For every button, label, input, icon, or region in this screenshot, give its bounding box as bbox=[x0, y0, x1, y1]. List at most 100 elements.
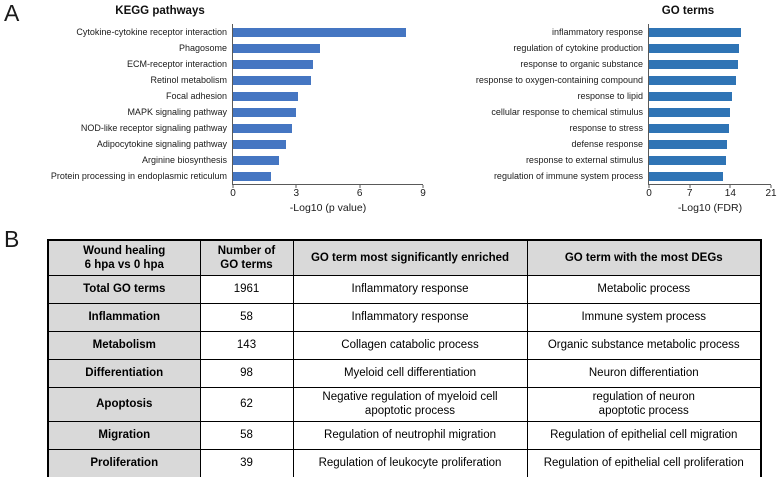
bar bbox=[649, 171, 724, 181]
table-cell: Regulation of neutrophil migration bbox=[292, 420, 528, 450]
table-cell: Regulation of leukocyte proliferation bbox=[292, 448, 528, 477]
table-cell: Negative regulation of myeloid cell apop… bbox=[292, 387, 528, 422]
kegg-chart-title: KEGG pathways bbox=[115, 5, 205, 17]
table-row: Total GO terms 1961 Inflammatory response M… bbox=[47, 275, 762, 304]
category-label: ECM-receptor interaction bbox=[126, 59, 227, 69]
bar bbox=[649, 59, 738, 69]
table-header-cell: GO term with the most DEGs bbox=[526, 239, 762, 276]
go-terms-chart: GO terms inflammatory response regulation… bbox=[418, 5, 778, 214]
table-row-header-cell: Inflammation bbox=[47, 303, 201, 332]
tick-label: 7 bbox=[686, 188, 693, 199]
bar bbox=[649, 107, 731, 117]
kegg-x-axis-label: -Log10 (p value) bbox=[289, 202, 367, 214]
bar bbox=[649, 139, 728, 149]
table-header-cell: Wound healing 6 hpa vs 0 hpa bbox=[47, 239, 201, 276]
category-label: response to external stimulus bbox=[525, 155, 643, 165]
tick-label: 0 bbox=[230, 188, 236, 199]
bar bbox=[233, 123, 293, 133]
go-x-axis: 0 7 14 21 bbox=[646, 185, 777, 201]
category-label: MAPK signaling pathway bbox=[127, 107, 227, 117]
category-label: Phagosome bbox=[178, 43, 227, 53]
table-cell: Regulation of epithelial cell migration bbox=[526, 420, 762, 450]
tick-mark bbox=[295, 185, 297, 188]
table-cell: 58 bbox=[199, 420, 294, 450]
table-body: Total GO terms 1961 Inflammatory response M… bbox=[47, 275, 762, 477]
table-cell: Myeloid cell differentiation bbox=[292, 359, 528, 388]
tick-label: 21 bbox=[765, 188, 777, 199]
category-label: inflammatory response bbox=[551, 27, 643, 37]
bar bbox=[233, 107, 297, 117]
table-cell: Regulation of epithelial cell proliferat… bbox=[526, 448, 762, 477]
table-cell: Metabolic process bbox=[526, 275, 762, 304]
bar bbox=[233, 171, 271, 181]
tick-label: 14 bbox=[724, 188, 736, 199]
table-cell: regulation of neuron apoptotic process bbox=[526, 387, 762, 422]
tick-mark bbox=[729, 185, 731, 188]
bar-track bbox=[649, 88, 771, 104]
category-label: response to oxygen-containing compound bbox=[475, 75, 643, 85]
category-label: Retinol metabolism bbox=[150, 75, 227, 85]
bar bbox=[233, 139, 286, 149]
table-cell: 143 bbox=[199, 331, 294, 360]
tick-mark bbox=[359, 185, 361, 188]
category-label: Cytokine-cytokine receptor interaction bbox=[76, 27, 227, 37]
bar bbox=[233, 91, 299, 101]
bar-track bbox=[233, 56, 423, 72]
bar-track bbox=[233, 152, 423, 168]
bar-track bbox=[649, 40, 771, 56]
bar-track bbox=[233, 40, 423, 56]
bar-track bbox=[233, 24, 423, 40]
tick-label: 6 bbox=[356, 188, 363, 199]
tick-mark bbox=[232, 185, 234, 188]
table-row: Differentiation 98 Myeloid cell differenti… bbox=[47, 359, 762, 388]
bar-track bbox=[649, 24, 771, 40]
table-header-cell: Number of GO terms bbox=[199, 239, 294, 276]
go-chart-title: GO terms bbox=[661, 5, 715, 17]
go-category-axis: inflammatory response regulation of cytok… bbox=[418, 24, 648, 185]
bar bbox=[233, 155, 280, 165]
kegg-pathways-chart: KEGG pathways Cytokine-cytokine receptor… bbox=[30, 5, 430, 214]
bar-track bbox=[233, 72, 423, 88]
table-row: Proliferation 39 Regulation of leukocyte p… bbox=[47, 448, 762, 477]
table-cell: 62 bbox=[199, 387, 294, 422]
category-label: cellular response to chemical stimulus bbox=[491, 107, 643, 117]
bar-track bbox=[649, 120, 771, 136]
bar bbox=[649, 43, 740, 53]
category-label: regulation of immune system process bbox=[493, 171, 643, 181]
category-label: Adipocytokine signaling pathway bbox=[96, 139, 227, 149]
bar-track bbox=[649, 136, 771, 152]
bar bbox=[649, 27, 741, 37]
tick-mark bbox=[770, 185, 772, 188]
table-cell: Organic substance metabolic process bbox=[526, 331, 762, 360]
tick-mark bbox=[648, 185, 650, 188]
bar-track bbox=[649, 56, 771, 72]
category-label: response to organic substance bbox=[520, 59, 643, 69]
category-label: Focal adhesion bbox=[165, 91, 227, 101]
table-cell: Immune system process bbox=[526, 303, 762, 332]
kegg-category-axis: Cytokine-cytokine receptor interaction Ph… bbox=[30, 24, 232, 185]
table-header-row: Wound healing 6 hpa vs 0 hpa Number of GO… bbox=[47, 239, 762, 276]
table-row-header-cell: Total GO terms bbox=[47, 275, 201, 304]
kegg-plot-area bbox=[232, 24, 423, 185]
bar-track bbox=[233, 104, 423, 120]
table-cell: 98 bbox=[199, 359, 294, 388]
table-header: Wound healing 6 hpa vs 0 hpa Number of GO… bbox=[47, 239, 762, 276]
tick-label: 0 bbox=[646, 188, 652, 199]
bar-track bbox=[649, 72, 771, 88]
category-label: Protein processing in endoplasmic reticu… bbox=[50, 171, 227, 181]
table-cell: 39 bbox=[199, 448, 294, 477]
table-cell: Neuron differentiation bbox=[526, 359, 762, 388]
category-label: response to lipid bbox=[577, 91, 643, 101]
panel-a-label: A bbox=[4, 0, 20, 26]
tick-label: 3 bbox=[293, 188, 300, 199]
bar bbox=[649, 123, 730, 133]
table-row: Metabolism 143 Collagen catabolic process O… bbox=[47, 331, 762, 360]
table-row-header-cell: Migration bbox=[47, 420, 201, 450]
bar bbox=[233, 59, 314, 69]
kegg-x-axis: 0 3 6 9 bbox=[230, 185, 426, 201]
table-row-header-cell: Apoptosis bbox=[47, 387, 201, 422]
bar bbox=[649, 75, 737, 85]
category-label: regulation of cytokine production bbox=[513, 43, 643, 53]
table-cell: Inflammatory response bbox=[292, 275, 528, 304]
